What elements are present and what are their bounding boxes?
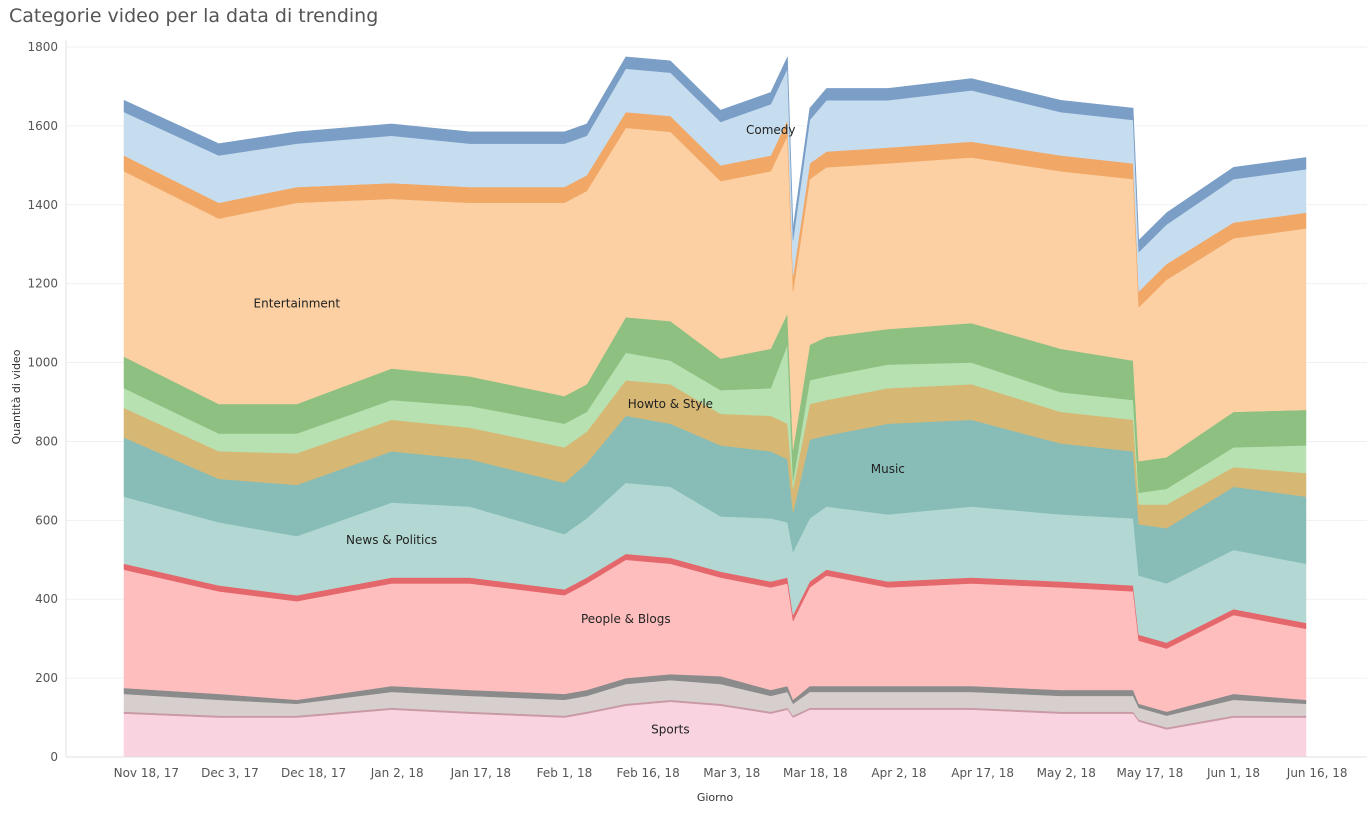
x-tick-labels: Nov 18, 17 Dec 3, 17 Dec 18, 17 Jan 2, 18 Ja…: [114, 766, 1348, 780]
area-series: [123, 56, 1307, 253]
y-tick-label: 200: [35, 671, 58, 685]
x-tick-label: May 2, 18: [1037, 766, 1096, 780]
x-tick-label: Jun 1, 18: [1206, 766, 1260, 780]
chart-title: Categorie video per la data di trending: [9, 5, 379, 27]
series-label: People & Blogs: [581, 612, 671, 626]
x-tick-label: Nov 18, 17: [114, 766, 179, 780]
x-tick-label: Dec 3, 17: [201, 766, 259, 780]
x-tick-label: Jan 17, 18: [450, 766, 511, 780]
y-axis-title: Quantità di video: [10, 349, 23, 444]
x-tick-label: Jan 2, 18: [370, 766, 424, 780]
y-tick-label: 800: [35, 434, 58, 448]
x-tick-label: Mar 3, 18: [703, 766, 760, 780]
y-tick-label: 1600: [27, 119, 58, 133]
y-tick-label: 1000: [27, 356, 58, 370]
x-tick-label: May 17, 18: [1116, 766, 1183, 780]
x-tick-label: Mar 18, 18: [783, 766, 848, 780]
x-tick-label: Feb 16, 18: [616, 766, 679, 780]
x-tick-label: Dec 18, 17: [281, 766, 346, 780]
x-tick-label: Feb 1, 18: [537, 766, 593, 780]
x-axis-title: Giorno: [697, 791, 734, 804]
axes: [65, 40, 1367, 758]
x-tick-label: Jun 16, 18: [1286, 766, 1348, 780]
series-label: Sports: [651, 722, 689, 736]
y-tick-label: 1200: [27, 277, 58, 291]
y-tick-label: 400: [35, 592, 58, 606]
y-tick-label: 1800: [27, 40, 58, 54]
x-tick-label: Apr 17, 18: [951, 766, 1014, 780]
area-layers: [123, 56, 1307, 758]
y-tick-label: 0: [50, 750, 58, 764]
y-tick-labels: 0 200 400 600 800 1000 1200 1400 1600 1800: [27, 40, 58, 764]
x-tick-label: Apr 2, 18: [871, 766, 926, 780]
series-label: Music: [871, 462, 905, 476]
series-label: News & Politics: [346, 533, 437, 547]
y-tick-label: 600: [35, 513, 58, 527]
series-labels: Sports People & Blogs News & Politics Music…: [254, 123, 905, 737]
series-label: Comedy: [746, 123, 796, 137]
series-label: Howto & Style: [628, 397, 713, 411]
series-label: Entertainment: [254, 296, 341, 310]
y-tick-label: 1400: [27, 198, 58, 212]
